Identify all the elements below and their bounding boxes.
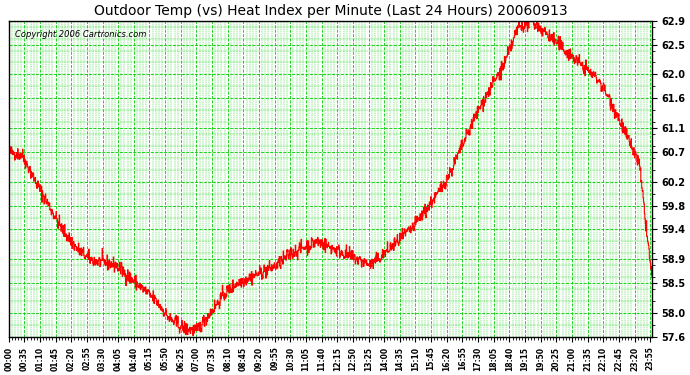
Title: Outdoor Temp (vs) Heat Index per Minute (Last 24 Hours) 20060913: Outdoor Temp (vs) Heat Index per Minute … <box>94 4 567 18</box>
Text: Copyright 2006 Cartronics.com: Copyright 2006 Cartronics.com <box>15 30 146 39</box>
